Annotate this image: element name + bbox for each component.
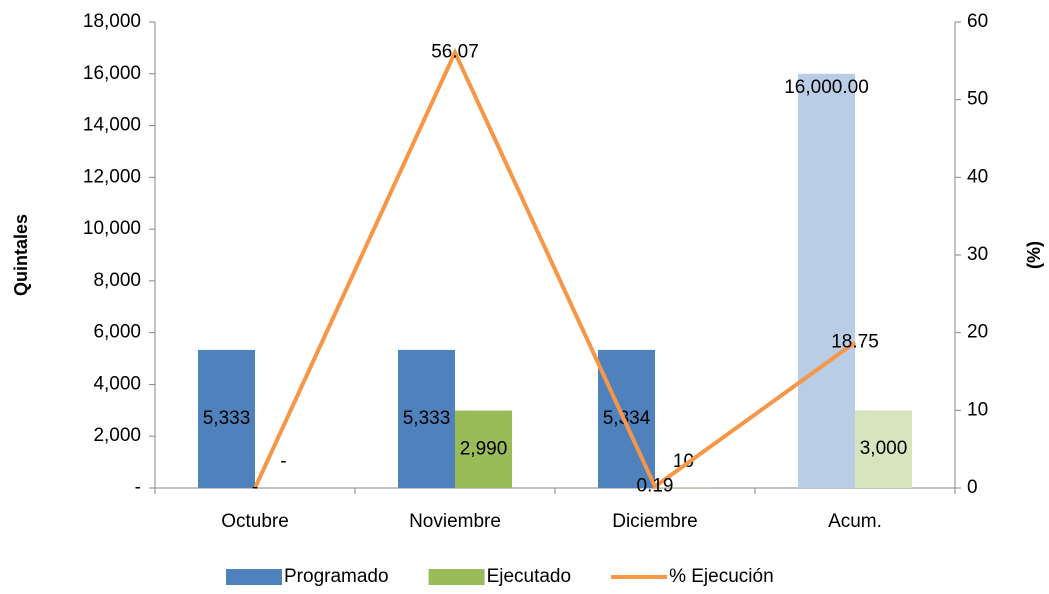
data-label: 16,000.00 bbox=[784, 77, 869, 98]
y2-tick-label: 0 bbox=[967, 477, 978, 498]
line-data-label: 56.07 bbox=[431, 42, 479, 63]
y-axis-title: Quintales bbox=[11, 214, 31, 296]
data-label: 5,334 bbox=[603, 408, 651, 429]
y2-tick-label: 40 bbox=[967, 166, 988, 187]
data-label: 3,000 bbox=[860, 438, 908, 459]
legend-swatch bbox=[226, 569, 282, 585]
legend-label: Ejecutado bbox=[487, 566, 572, 587]
x-tick-label: Acum. bbox=[828, 511, 882, 532]
data-label: 10 bbox=[673, 451, 694, 472]
data-label: 2,990 bbox=[460, 438, 508, 459]
bar bbox=[398, 349, 455, 488]
bar bbox=[798, 73, 855, 489]
data-label: - bbox=[280, 451, 286, 472]
line bbox=[253, 47, 857, 490]
y-tick-label: 8,000 bbox=[93, 270, 141, 291]
y-tick-label: 12,000 bbox=[83, 166, 141, 187]
bar bbox=[198, 349, 255, 488]
y2-axis-title: (%) bbox=[1024, 241, 1044, 269]
y2-tick-label: 20 bbox=[967, 322, 988, 343]
line-data-label: - bbox=[252, 477, 258, 498]
y2-tick-label: 50 bbox=[967, 89, 988, 110]
y-tick-label: 10,000 bbox=[83, 218, 141, 239]
y-tick-label: 16,000 bbox=[83, 63, 141, 84]
line-data-label: 18.75 bbox=[831, 331, 879, 352]
y-tick-label: - bbox=[135, 477, 141, 498]
y-tick-label: 6,000 bbox=[93, 322, 141, 343]
bar bbox=[855, 410, 912, 488]
y-tick-label: 18,000 bbox=[83, 11, 141, 32]
data-label: 5,333 bbox=[203, 408, 251, 429]
y-tick-label: 2,000 bbox=[93, 425, 141, 446]
x-tick-label: Octubre bbox=[221, 511, 289, 532]
line-data-label: 0.19 bbox=[637, 476, 674, 497]
x-tick-label: Diciembre bbox=[612, 511, 698, 532]
legend-label: Programado bbox=[284, 566, 389, 587]
y2-tick-label: 10 bbox=[967, 399, 988, 420]
bar bbox=[455, 410, 512, 488]
y-tick-label: 4,000 bbox=[93, 373, 141, 394]
legend-label: % Ejecución bbox=[669, 566, 774, 587]
x-tick-label: Noviembre bbox=[409, 511, 501, 532]
y2-tick-label: 60 bbox=[967, 11, 988, 32]
data-label: 5,333 bbox=[403, 408, 451, 429]
legend-swatch bbox=[428, 569, 485, 585]
y2-tick-label: 30 bbox=[967, 244, 988, 265]
y-tick-label: 14,000 bbox=[83, 115, 141, 136]
